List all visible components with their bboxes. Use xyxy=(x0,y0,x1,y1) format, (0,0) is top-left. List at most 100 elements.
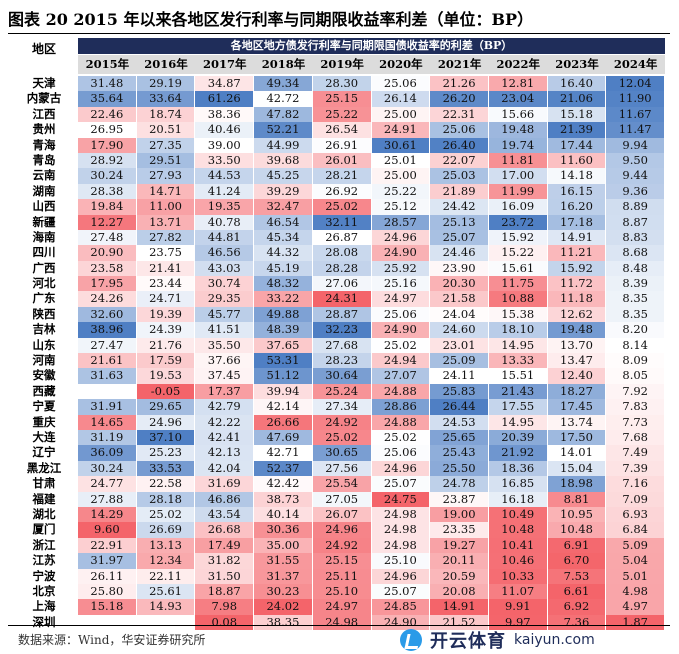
heatmap-cell: 42.42 xyxy=(254,476,312,492)
table-row: 陕西 32.60 19.39 45.77 49.88 28.87 25.06 24.04 15.… xyxy=(10,306,665,323)
region-label: 四川 xyxy=(32,245,56,260)
heatmap-cell: 17.55 xyxy=(488,399,547,415)
heatmap-cell: 27.34 xyxy=(312,399,371,415)
footer-divider xyxy=(8,625,670,626)
heatmap-cell: 27.68 xyxy=(312,337,371,354)
region-label: 黑龙江 xyxy=(26,460,62,475)
heatmap-cell: 24.77 xyxy=(78,476,136,492)
heatmap-cell: 25.02 xyxy=(312,429,371,446)
heatmap-cell: 33.64 xyxy=(136,91,195,107)
heatmap-cell: 12.34 xyxy=(136,553,195,569)
heatmap-cell: 25.02 xyxy=(136,506,195,523)
region-label: 陕西 xyxy=(32,306,56,321)
heatmap-cell: 19.00 xyxy=(430,506,488,523)
heatmap-cell: 5.04 xyxy=(606,553,665,569)
heatmap-cell: 25.54 xyxy=(312,476,371,492)
heatmap-cell: 17.37 xyxy=(195,383,254,400)
heatmap-cell: 30.24 xyxy=(78,460,136,477)
heatmap-cell: 22.46 xyxy=(78,106,136,123)
heatmap-cell: 38.96 xyxy=(78,322,136,338)
heatmap-cell: 20.51 xyxy=(136,122,195,138)
heatmap-cell: 27.82 xyxy=(136,229,195,246)
heatmap-cell: 19.53 xyxy=(136,368,195,384)
heatmap-cell: 14.29 xyxy=(78,506,136,523)
heatmap-cell: 9.91 xyxy=(488,599,547,615)
heatmap-cell: 26.07 xyxy=(312,506,371,523)
heatmap-cell: 8.89 xyxy=(606,199,665,215)
heatmap-cell: 21.39 xyxy=(547,122,606,138)
heatmap-cell: 23.58 xyxy=(78,260,136,277)
heatmap-cell: 9.50 xyxy=(606,152,665,169)
heatmap-cell: 22.31 xyxy=(430,106,488,123)
heatmap-cell: 21.76 xyxy=(136,337,195,354)
heatmap-cell: 8.83 xyxy=(606,229,665,246)
region-label: 云南 xyxy=(32,168,56,183)
heatmap-cell: 6.93 xyxy=(606,506,665,523)
heatmap-cell: 11.07 xyxy=(488,583,547,600)
heatmap-cell: 41.51 xyxy=(195,322,254,338)
heatmap-cell: 35.00 xyxy=(254,537,312,554)
region-label: 吉林 xyxy=(32,322,56,337)
heatmap-cell: 24.31 xyxy=(312,291,371,307)
heatmap-cell: 27.56 xyxy=(312,460,371,477)
heatmap-cell: 19.74 xyxy=(488,137,547,153)
column-header: 2017年 xyxy=(203,57,247,71)
column-header: 2020年 xyxy=(379,57,423,71)
heatmap-cell: 25.00 xyxy=(371,168,430,184)
heatmap-cell: 24.92 xyxy=(312,414,371,430)
heatmap-cell: 28.18 xyxy=(136,491,195,507)
heatmap-cell: 49.88 xyxy=(254,306,312,323)
heatmap-cell: 8.14 xyxy=(606,337,665,354)
heatmap-cell: 7.53 xyxy=(547,568,606,584)
watermark-brand: 开云体育 xyxy=(430,631,506,652)
heatmap-cell: 25.09 xyxy=(430,353,488,369)
heatmap-cell: 42.22 xyxy=(195,414,254,430)
heatmap-cell: 38.36 xyxy=(195,106,254,123)
heatmap-cell: 28.23 xyxy=(312,353,371,369)
heatmap-cell: 47.82 xyxy=(254,106,312,123)
column-header: 2024年 xyxy=(613,57,658,71)
heatmap-cell: 16.85 xyxy=(488,476,547,492)
region-label: 青岛 xyxy=(32,152,56,167)
heatmap-cell: 15.51 xyxy=(488,368,547,384)
heatmap-cell: 7.09 xyxy=(606,491,665,507)
heatmap-cell: 27.05 xyxy=(312,491,371,507)
heatmap-cell: 14.18 xyxy=(547,168,606,184)
heatmap-cell: 28.57 xyxy=(371,214,430,230)
region-label: 安徽 xyxy=(32,368,56,383)
heatmap-cell: 24.85 xyxy=(371,599,430,615)
region-label: 大连 xyxy=(32,429,56,444)
table-row: 重庆 14.65 24.96 42.22 26.66 24.92 24.88 24.53 14.… xyxy=(10,414,665,430)
heatmap-cell: 15.92 xyxy=(547,260,606,277)
heatmap-cell: 19.84 xyxy=(78,199,136,215)
heatmap-cell: 24.96 xyxy=(371,460,430,477)
region-label: 重庆 xyxy=(32,414,56,429)
heatmap-cell: 25.02 xyxy=(371,337,430,354)
table-row: 江西 22.46 18.74 38.36 47.82 25.22 25.00 22.31 15.… xyxy=(10,106,665,123)
heatmap-cell: 33.50 xyxy=(195,152,254,169)
heatmap-cell: 26.20 xyxy=(430,91,488,107)
heatmap-cell: 26.95 xyxy=(78,122,136,138)
heatmap-cell: 51.12 xyxy=(254,368,312,384)
heatmap-cell: 19.39 xyxy=(136,306,195,323)
heatmap-cell: 15.66 xyxy=(488,106,547,123)
heatmap-cell: 7.68 xyxy=(606,429,665,446)
table-row: 福建 27.88 28.18 46.86 38.73 27.05 24.75 23.87 16.… xyxy=(10,491,665,507)
heatmap-cell: 25.16 xyxy=(371,276,430,292)
heatmap-cell: 21.26 xyxy=(430,76,488,92)
heatmap-cell: 24.96 xyxy=(371,229,430,246)
heatmap-cell: 26.68 xyxy=(195,522,254,538)
region-label: 辽宁 xyxy=(32,445,56,460)
heatmap-cell: 24.96 xyxy=(136,414,195,430)
heatmap-cell: 7.73 xyxy=(606,414,665,430)
heatmap-cell: 25.23 xyxy=(136,445,195,461)
heatmap-cell: 14.95 xyxy=(488,414,547,430)
heatmap-cell: 25.06 xyxy=(371,76,430,92)
watermark: 开云体育 kaiyun.com xyxy=(400,627,595,653)
heatmap-cell: 31.97 xyxy=(78,553,136,569)
heatmap-cell: 45.25 xyxy=(254,168,312,184)
heatmap-cell: 25.22 xyxy=(371,183,430,200)
heatmap-cell: 13.71 xyxy=(136,214,195,230)
heatmap-cell: 24.88 xyxy=(371,414,430,430)
title-divider xyxy=(8,33,670,34)
